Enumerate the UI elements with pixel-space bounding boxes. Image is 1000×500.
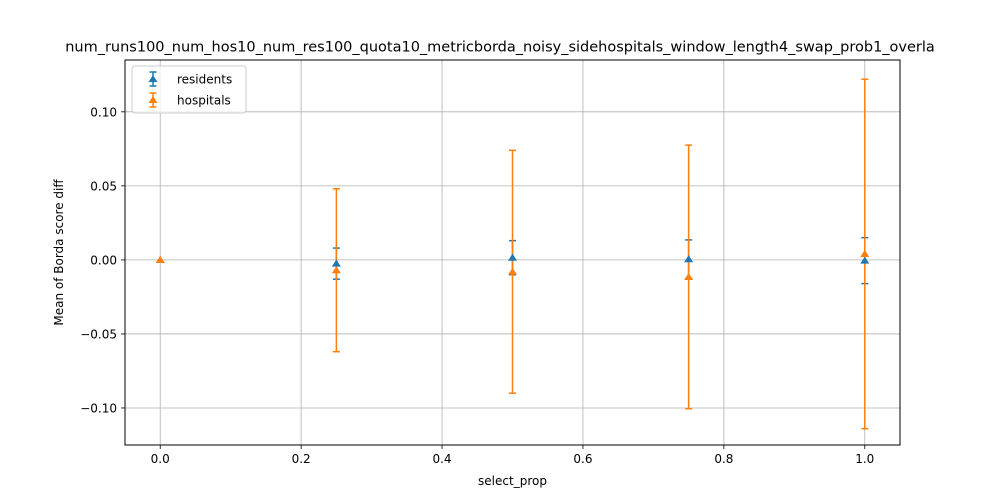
legend-label-residents: residents [177, 73, 232, 87]
y-tick-label: −0.05 [80, 327, 117, 341]
axes-frame [124, 59, 901, 446]
y-tick-label: 0.05 [90, 179, 117, 193]
legend: residents hospitals [131, 65, 247, 114]
legend-box [131, 65, 247, 114]
y-tick-label: 0.10 [90, 105, 117, 119]
y-axis-label: Mean of Borda score diff [52, 179, 66, 326]
y-tick-label: 0.00 [90, 253, 117, 267]
axis-ticks: 0.0 0.2 0.4 0.6 0.8 1.0 −0.10 −0.05 0.00 0.05 0.10 [80, 105, 874, 466]
data-point-hospitals [155, 255, 165, 263]
data-point-residents [860, 256, 870, 264]
legend-marker-hospitals [148, 95, 158, 104]
data-point-residents [508, 253, 517, 261]
x-tick-label: 0.8 [714, 452, 733, 466]
data-point-hospitals [331, 266, 341, 274]
x-tick-label: 0.0 [151, 452, 170, 466]
data-point-residents [684, 255, 694, 263]
chart-title: num_runs100_num_hos10_num_res100_quota10… [65, 40, 935, 56]
data-markers [155, 249, 870, 280]
y-tick-label: −0.10 [80, 401, 117, 415]
data-point-hospitals [508, 267, 517, 275]
x-tick-label: 0.6 [573, 452, 592, 466]
data-point-hospitals [860, 249, 870, 258]
data-point-hospitals [684, 272, 694, 280]
legend-marker-residents [148, 74, 158, 83]
x-tick-label: 1.0 [855, 452, 874, 466]
legend-label-hospitals: hospitals [177, 94, 231, 108]
x-tick-label: 0.4 [432, 452, 451, 466]
x-axis-label: select_prop [478, 474, 547, 488]
data-point-residents [331, 259, 341, 267]
x-tick-label: 0.2 [292, 452, 311, 466]
